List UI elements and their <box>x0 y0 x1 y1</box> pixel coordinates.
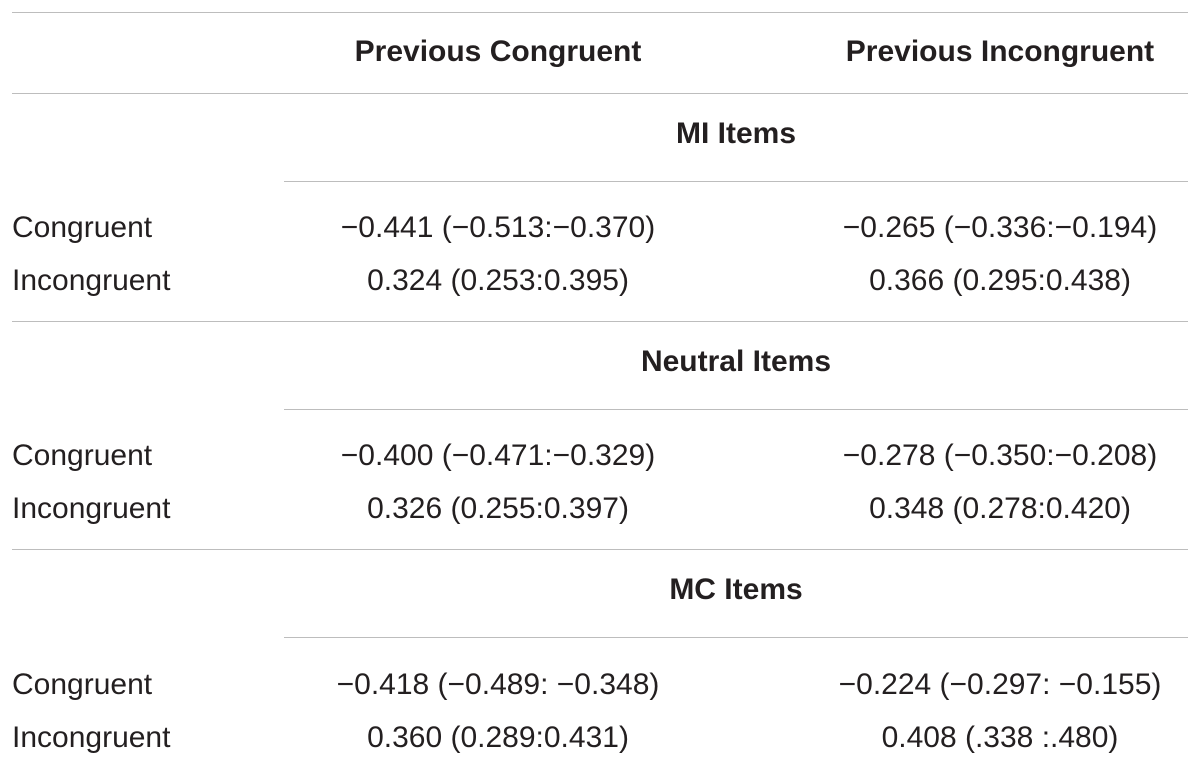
table-cell: −0.418 (−0.489: −0.348) <box>336 668 660 701</box>
table-cell: −0.441 (−0.513:−0.370) <box>340 211 656 244</box>
section-divider <box>12 321 1188 322</box>
section-rule-neutral-items <box>284 409 1188 410</box>
table-cell: 0.360 (0.289:0.431) <box>367 721 629 754</box>
table-cell: 0.324 (0.253:0.395) <box>367 264 629 297</box>
header-rule <box>12 93 1188 94</box>
row-label-incongruent: Incongruent <box>12 492 171 525</box>
table-cell: 0.326 (0.255:0.397) <box>367 492 629 525</box>
row-label-congruent: Congruent <box>12 439 153 472</box>
table-cell: −0.224 (−0.297: −0.155) <box>838 668 1162 701</box>
row-label-incongruent: Incongruent <box>12 264 171 297</box>
table-cell: −0.265 (−0.336:−0.194) <box>842 211 1158 244</box>
section-divider <box>12 549 1188 550</box>
section-title-mc-items: MC Items <box>669 573 803 606</box>
row-label-congruent: Congruent <box>12 211 153 244</box>
column-header-previous-incongruent: Previous Incongruent <box>845 35 1155 68</box>
table-cell: 0.348 (0.278:0.420) <box>869 492 1131 525</box>
section-rule-mc-items <box>284 637 1188 638</box>
section-title-neutral-items: Neutral Items <box>640 345 832 378</box>
row-label-incongruent: Incongruent <box>12 721 171 754</box>
column-header-previous-congruent: Previous Congruent <box>354 35 642 68</box>
table-cell: −0.278 (−0.350:−0.208) <box>842 439 1158 472</box>
table-top-rule <box>12 12 1188 13</box>
row-label-congruent: Congruent <box>12 668 153 701</box>
table-cell: 0.366 (0.295:0.438) <box>869 264 1131 297</box>
section-rule-mi-items <box>284 181 1188 182</box>
table-cell: 0.408 (.338 :.480) <box>881 721 1119 754</box>
table-cell: −0.400 (−0.471:−0.329) <box>340 439 656 472</box>
section-title-mi-items: MI Items <box>675 117 797 150</box>
